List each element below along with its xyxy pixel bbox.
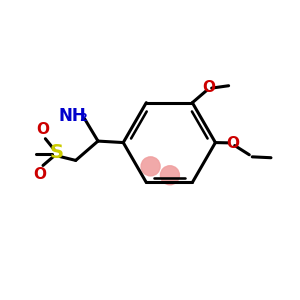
Circle shape xyxy=(160,166,179,185)
Text: 2: 2 xyxy=(79,113,86,124)
Text: O: O xyxy=(202,80,215,95)
Text: O: O xyxy=(226,136,239,151)
Text: O: O xyxy=(37,122,50,137)
Text: O: O xyxy=(33,167,46,182)
Text: NH: NH xyxy=(58,107,86,125)
Text: S: S xyxy=(50,143,63,163)
Circle shape xyxy=(141,157,160,176)
